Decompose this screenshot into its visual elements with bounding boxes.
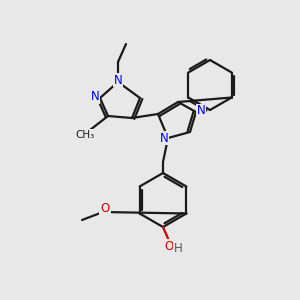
Text: N: N [160, 131, 168, 145]
Text: O: O [164, 239, 174, 253]
Text: N: N [91, 91, 99, 103]
Text: O: O [100, 202, 109, 215]
Text: N: N [196, 104, 206, 118]
Text: H: H [174, 242, 182, 256]
Text: N: N [114, 74, 122, 86]
Text: CH₃: CH₃ [75, 130, 94, 140]
